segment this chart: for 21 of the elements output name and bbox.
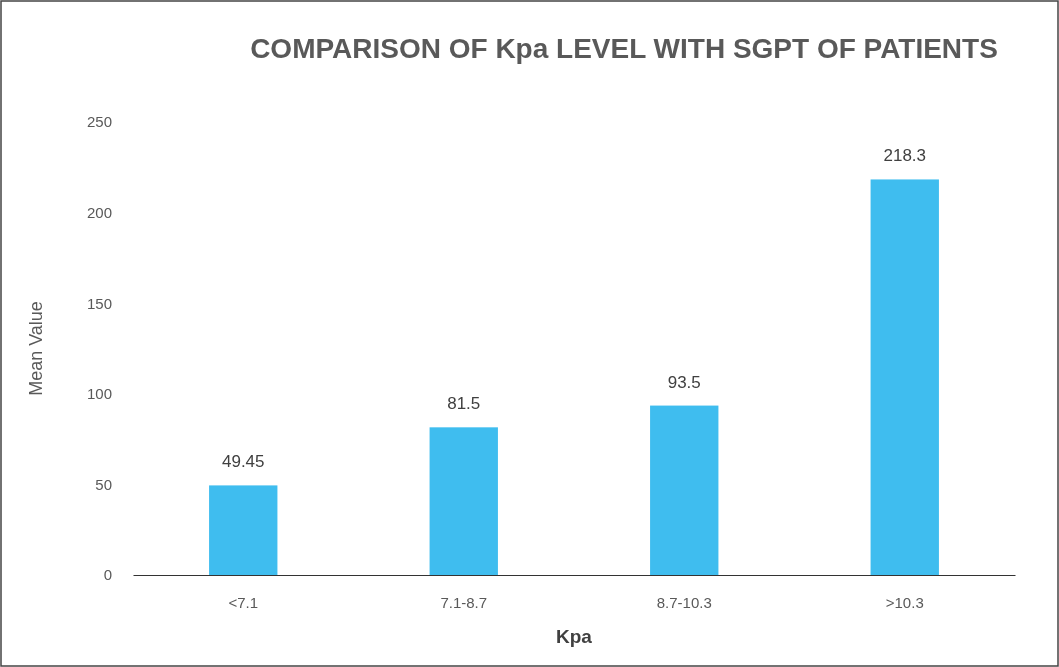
bar: [650, 405, 719, 575]
x-tick-label: <7.1: [228, 593, 259, 611]
y-tick-label: 100: [86, 385, 112, 403]
y-tick-label: 50: [95, 475, 112, 493]
x-tick-label: >10.3: [885, 593, 924, 611]
x-tick-label: 8.7-10.3: [656, 593, 712, 611]
y-tick-label: 0: [103, 566, 112, 584]
data-label: 218.3: [883, 146, 927, 166]
bar: [209, 485, 278, 575]
data-label: 81.5: [447, 394, 481, 414]
x-axis-title: Kpa: [556, 626, 593, 647]
y-tick-label: 150: [86, 294, 112, 312]
y-tick-label: 200: [86, 203, 112, 221]
x-tick-label: 7.1-8.7: [440, 593, 488, 611]
bar: [429, 427, 498, 575]
data-label: 93.5: [667, 372, 701, 392]
bar: [870, 179, 939, 575]
y-tick-label: 250: [86, 113, 112, 131]
chart-title: COMPARISON OF Kpa LEVEL WITH SGPT OF PATIENTS: [250, 33, 998, 64]
data-label: 49.45: [221, 452, 265, 472]
y-axis-title: Mean Value: [26, 301, 46, 396]
